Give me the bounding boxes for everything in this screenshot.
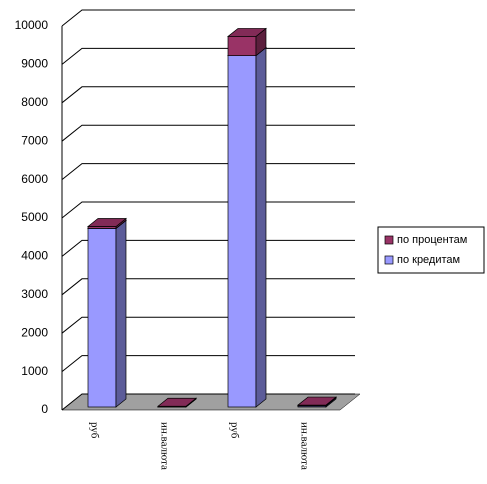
- legend: по процентам по кредитам: [384, 234, 467, 266]
- bar-top: [157, 397, 197, 407]
- bar-front: [227, 55, 257, 408]
- bar-side: [255, 46, 267, 408]
- y-tick-label: 8000: [21, 95, 48, 109]
- bar-segment: [157, 397, 197, 408]
- legend-swatch: [384, 255, 394, 265]
- legend-label: по процентам: [397, 234, 467, 246]
- grid-line: [61, 47, 355, 65]
- grid-line: [61, 163, 355, 180]
- y-tick-label: 10000: [15, 18, 49, 32]
- x-tick-label: руб: [88, 422, 100, 439]
- bar-side: [115, 219, 127, 408]
- y-tick-label: 5000: [21, 210, 48, 224]
- x-tick-label: ин.валюта: [158, 422, 170, 470]
- y-tick-label: 7000: [21, 133, 48, 147]
- bar-top: [87, 218, 127, 227]
- bar-segment: [227, 46, 267, 408]
- legend-swatch: [384, 235, 394, 245]
- y-tick-label: 4000: [21, 249, 48, 263]
- y-tick-label: 0: [41, 402, 48, 416]
- grid-line: [61, 124, 355, 142]
- bar-top: [297, 396, 337, 406]
- bar-segment: [87, 217, 127, 230]
- grid-line: [61, 201, 355, 219]
- y-tick-label: 2000: [21, 325, 48, 339]
- legend-label: по кредитам: [397, 254, 460, 266]
- y-tick-label: 3000: [21, 287, 48, 301]
- x-tick-label: ин.валюта: [298, 422, 310, 470]
- x-tick-label: руб: [228, 422, 240, 439]
- bar-segment: [227, 27, 267, 57]
- grid-line: [61, 86, 355, 104]
- y-tick-label: 6000: [21, 172, 48, 186]
- y-tick-label: 1000: [21, 364, 48, 378]
- bar-segment: [297, 396, 337, 407]
- bar-segment: [87, 219, 127, 408]
- bar-top: [227, 28, 267, 37]
- bar-front: [87, 228, 117, 408]
- legend-box: [377, 226, 485, 274]
- grid-line: [61, 9, 355, 27]
- y-tick-label: 9000: [21, 57, 48, 71]
- bar-front: [227, 36, 257, 56]
